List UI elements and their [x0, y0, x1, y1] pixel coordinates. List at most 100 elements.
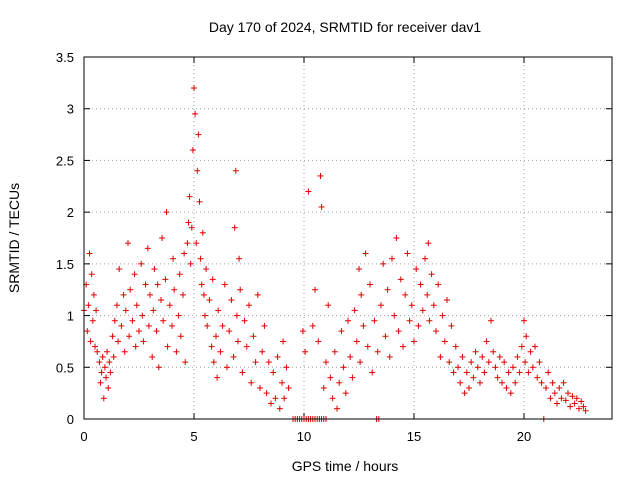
data-point	[317, 172, 324, 179]
data-point	[569, 393, 576, 400]
data-point	[228, 297, 235, 304]
data-point	[404, 250, 411, 257]
data-point	[439, 312, 446, 319]
data-point	[115, 338, 122, 345]
data-point	[527, 348, 534, 355]
data-point	[272, 395, 279, 402]
data-point	[534, 374, 541, 381]
data-point	[233, 312, 240, 319]
data-point	[435, 281, 442, 288]
data-point	[374, 348, 381, 355]
data-point	[155, 364, 162, 371]
data-point	[483, 338, 490, 345]
data-point	[176, 271, 183, 278]
data-point	[181, 250, 188, 257]
data-point	[382, 333, 389, 340]
data-point	[259, 348, 266, 355]
data-point	[226, 328, 233, 335]
data-point	[441, 338, 448, 345]
data-point	[145, 322, 152, 329]
data-point	[485, 359, 492, 366]
data-point	[283, 364, 290, 371]
data-point	[554, 400, 560, 407]
data-point	[490, 348, 497, 355]
data-point	[285, 384, 292, 391]
data-point	[466, 384, 472, 391]
data-point	[142, 281, 149, 288]
data-point	[356, 266, 362, 273]
data-point	[217, 348, 224, 355]
data-point	[336, 379, 343, 386]
data-point	[514, 353, 521, 360]
data-point	[512, 379, 519, 386]
data-point	[200, 291, 207, 298]
data-point	[391, 312, 398, 319]
data-point	[547, 395, 554, 402]
data-point	[437, 353, 444, 360]
data-point	[189, 147, 196, 154]
data-point	[345, 317, 351, 324]
data-point	[503, 384, 510, 391]
data-point	[160, 317, 167, 324]
data-point	[209, 276, 216, 283]
y-tick-label: 0.5	[56, 360, 74, 375]
data-point	[221, 281, 228, 288]
data-point	[419, 307, 426, 314]
data-point	[110, 353, 117, 360]
data-point	[126, 333, 133, 340]
data-point	[327, 374, 334, 381]
data-point	[248, 379, 255, 386]
data-point	[470, 374, 477, 381]
data-point	[331, 348, 338, 355]
data-point	[265, 359, 272, 366]
data-point	[153, 328, 160, 335]
data-point	[186, 193, 193, 200]
data-point	[177, 333, 184, 340]
data-point	[180, 291, 186, 298]
y-tick-label: 1.5	[56, 257, 74, 272]
data-point	[127, 286, 134, 293]
data-point	[138, 260, 145, 267]
data-point	[169, 322, 175, 329]
chart-title: Day 170 of 2024, SRMTID for receiver dav…	[209, 19, 482, 35]
data-point	[208, 343, 215, 350]
data-points	[81, 85, 589, 422]
data-point	[318, 203, 325, 210]
data-point	[510, 364, 516, 371]
data-point	[195, 131, 202, 138]
data-point	[281, 395, 288, 402]
data-point	[210, 359, 217, 366]
data-point	[85, 302, 92, 309]
data-point	[309, 322, 316, 329]
data-point	[560, 379, 567, 386]
plot-frame	[83, 56, 613, 420]
data-point	[323, 359, 329, 366]
data-point	[105, 384, 112, 391]
data-point	[230, 353, 237, 360]
data-point	[558, 395, 565, 402]
y-tick-label: 0	[67, 412, 74, 427]
data-point	[351, 307, 358, 314]
data-point	[154, 281, 161, 288]
x-tick-label: 10	[297, 429, 311, 444]
data-point	[89, 317, 96, 324]
data-point	[132, 343, 139, 350]
data-point	[499, 379, 505, 386]
data-point	[358, 291, 365, 298]
data-point	[320, 384, 327, 391]
data-point	[312, 286, 318, 293]
data-point	[215, 307, 222, 314]
data-point	[202, 312, 208, 319]
data-point	[371, 317, 378, 324]
x-tick-label: 5	[190, 429, 197, 444]
data-point	[573, 395, 580, 402]
data-point	[417, 281, 424, 288]
data-point	[369, 369, 376, 376]
data-point	[538, 379, 545, 386]
data-point	[384, 286, 391, 293]
data-point	[84, 328, 91, 335]
data-point	[196, 198, 203, 205]
data-point	[254, 291, 261, 298]
data-point	[116, 266, 123, 273]
data-point	[529, 364, 536, 371]
